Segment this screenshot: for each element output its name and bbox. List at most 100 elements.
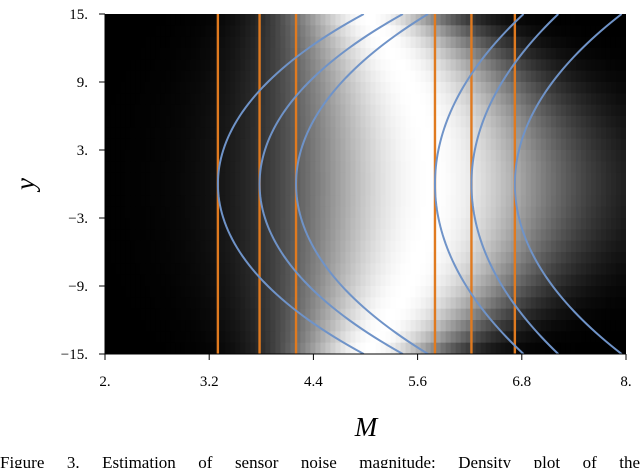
heatmap-cell (585, 70, 592, 83)
heatmap-cell (610, 229, 617, 242)
heatmap-cell (485, 274, 492, 287)
heatmap-cell (475, 320, 482, 332)
heatmap-cell (200, 229, 206, 242)
heatmap-cell (370, 14, 377, 26)
heatmap-cell (315, 150, 322, 162)
heatmap-cell (355, 161, 362, 174)
heatmap-cell (290, 252, 296, 264)
heatmap-cell (260, 138, 266, 151)
heatmap-cell (550, 59, 557, 72)
heatmap-cell (465, 331, 472, 344)
heatmap-cell (160, 184, 166, 196)
heatmap-cell (525, 252, 532, 264)
heatmap-cell (110, 59, 116, 72)
heatmap-cell (180, 320, 186, 332)
heatmap-cell (210, 206, 216, 219)
heatmap-cell (565, 308, 572, 321)
heatmap-cell (405, 36, 412, 49)
heatmap-cell (255, 342, 261, 354)
heatmap-cell (205, 116, 211, 128)
heatmap-cell (500, 195, 507, 208)
heatmap-cell (410, 104, 417, 117)
heatmap-cell (405, 342, 412, 354)
heatmap-cell (460, 218, 467, 230)
heatmap-cell (535, 308, 542, 321)
heatmap-cell (410, 59, 417, 72)
heatmap-cell (130, 14, 136, 26)
heatmap-cell (530, 116, 537, 128)
heatmap-cell (460, 229, 467, 242)
heatmap-cell (175, 59, 181, 72)
heatmap-cell (500, 229, 507, 242)
heatmap-cell (400, 206, 407, 219)
heatmap-cell (415, 36, 422, 49)
heatmap-cell (555, 138, 562, 151)
heatmap-cell (240, 229, 246, 242)
heatmap-cell (545, 195, 552, 208)
heatmap-cell (290, 229, 296, 242)
heatmap-cell (280, 48, 286, 60)
heatmap-cell (205, 297, 211, 310)
heatmap-cell (390, 263, 397, 276)
heatmap-cell (130, 308, 136, 321)
density-heatmap (105, 14, 626, 354)
heatmap-cell (610, 263, 617, 276)
heatmap-cell (380, 48, 387, 60)
heatmap-cell (110, 240, 116, 253)
heatmap-cell (395, 263, 402, 276)
heatmap-cell (185, 195, 191, 208)
heatmap-cell (400, 138, 407, 151)
heatmap-cell (150, 36, 156, 49)
heatmap-cell (120, 127, 126, 140)
heatmap-cell (595, 70, 602, 83)
heatmap-cell (370, 195, 377, 208)
heatmap-cell (240, 195, 246, 208)
heatmap-cell (320, 229, 327, 242)
heatmap-cell (195, 48, 201, 60)
heatmap-cell (485, 229, 492, 242)
heatmap-cell (375, 184, 382, 196)
heatmap-cell (500, 320, 507, 332)
heatmap-cell (495, 172, 502, 185)
heatmap-cell (295, 184, 301, 196)
heatmap-cell (620, 320, 626, 332)
heatmap-cell (390, 82, 397, 94)
heatmap-cell (160, 308, 166, 321)
heatmap-cell (285, 308, 291, 321)
heatmap-cell (570, 161, 577, 174)
heatmap-cell (295, 93, 301, 106)
heatmap-cell (130, 25, 136, 38)
heatmap-cell (415, 320, 422, 332)
heatmap-cell (280, 127, 286, 140)
heatmap-cell (145, 274, 151, 287)
heatmap-cell (285, 127, 291, 140)
heatmap-cell (545, 297, 552, 310)
heatmap-cell (105, 252, 111, 264)
heatmap-cell (150, 229, 156, 242)
heatmap-cell (275, 127, 281, 140)
heatmap-cell (195, 25, 201, 38)
heatmap-cell (375, 48, 382, 60)
heatmap-cell (560, 25, 567, 38)
heatmap-cell (415, 93, 422, 106)
heatmap-cell (515, 70, 522, 83)
heatmap-cell (125, 172, 131, 185)
heatmap-cell (600, 195, 607, 208)
heatmap-cell (550, 297, 557, 310)
heatmap-cell (115, 48, 121, 60)
heatmap-cell (250, 25, 256, 38)
heatmap-cell (460, 59, 467, 72)
heatmap-cell (465, 195, 472, 208)
heatmap-cell (395, 320, 402, 332)
heatmap-cell (560, 93, 567, 106)
heatmap-cell (270, 320, 276, 332)
heatmap-cell (605, 82, 612, 94)
heatmap-cell (515, 138, 522, 151)
heatmap-cell (505, 206, 512, 219)
heatmap-cell (290, 138, 296, 151)
heatmap-cell (585, 331, 592, 344)
heatmap-cell (305, 150, 311, 162)
heatmap-cell (445, 342, 452, 354)
heatmap-cell (165, 172, 171, 185)
heatmap-cell (265, 116, 271, 128)
